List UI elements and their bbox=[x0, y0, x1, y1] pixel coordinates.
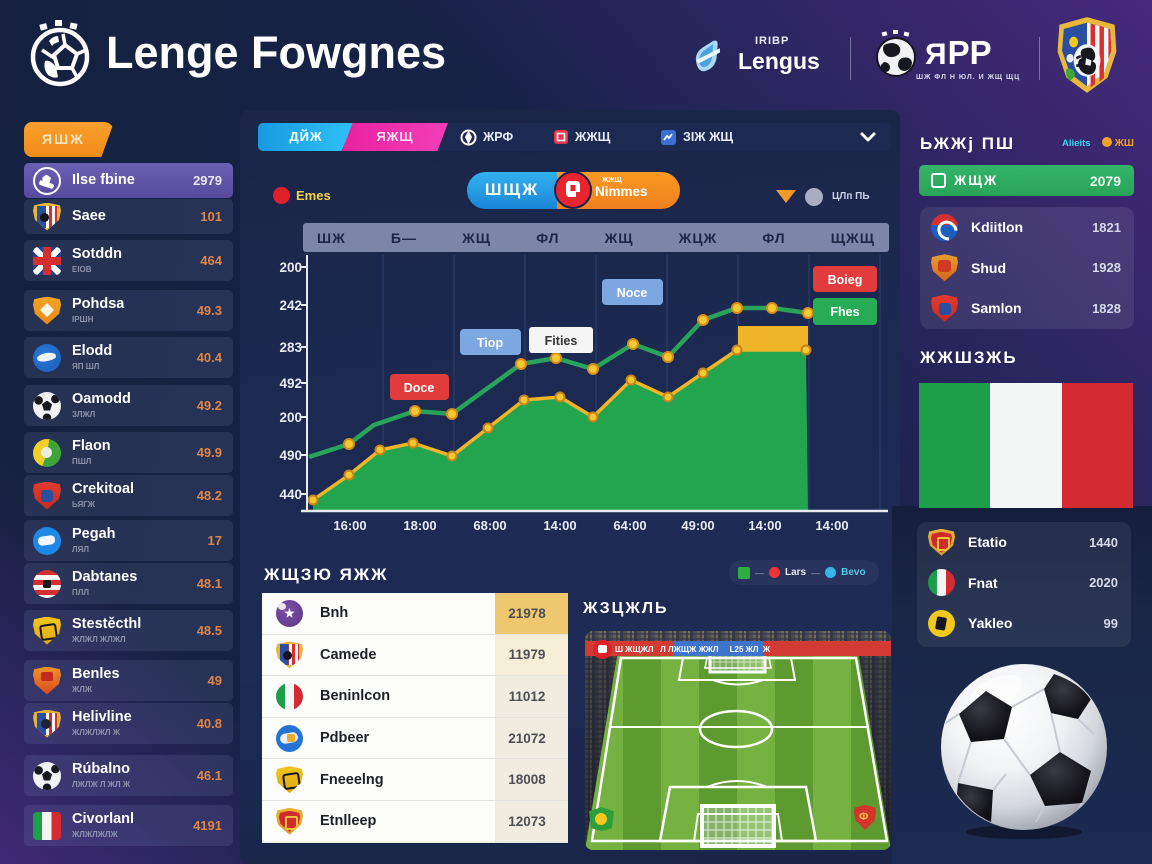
svg-text:283: 283 bbox=[279, 340, 302, 355]
svg-text:49:00: 49:00 bbox=[681, 518, 714, 533]
svg-text:Fities: Fities bbox=[545, 334, 578, 348]
svg-text:68:00: 68:00 bbox=[473, 518, 506, 533]
svg-text:Doce: Doce bbox=[404, 381, 435, 395]
svg-text:200: 200 bbox=[279, 260, 302, 275]
svg-text:16:00: 16:00 bbox=[333, 518, 366, 533]
svg-text:14:00: 14:00 bbox=[815, 518, 848, 533]
svg-text:200: 200 bbox=[279, 410, 302, 425]
svg-text:14:00: 14:00 bbox=[748, 518, 781, 533]
svg-text:14:00: 14:00 bbox=[543, 518, 576, 533]
svg-text:Noce: Noce bbox=[617, 286, 648, 300]
svg-text:Boieg: Boieg bbox=[828, 273, 863, 287]
svg-text:490: 490 bbox=[279, 448, 302, 463]
svg-text:18:00: 18:00 bbox=[403, 518, 436, 533]
svg-text:Tiop: Tiop bbox=[477, 336, 504, 350]
svg-text:242: 242 bbox=[279, 298, 302, 313]
svg-text:Fhes: Fhes bbox=[830, 305, 859, 319]
svg-text:64:00: 64:00 bbox=[613, 518, 646, 533]
svg-text:440: 440 bbox=[279, 487, 302, 502]
svg-text:492: 492 bbox=[279, 376, 302, 391]
